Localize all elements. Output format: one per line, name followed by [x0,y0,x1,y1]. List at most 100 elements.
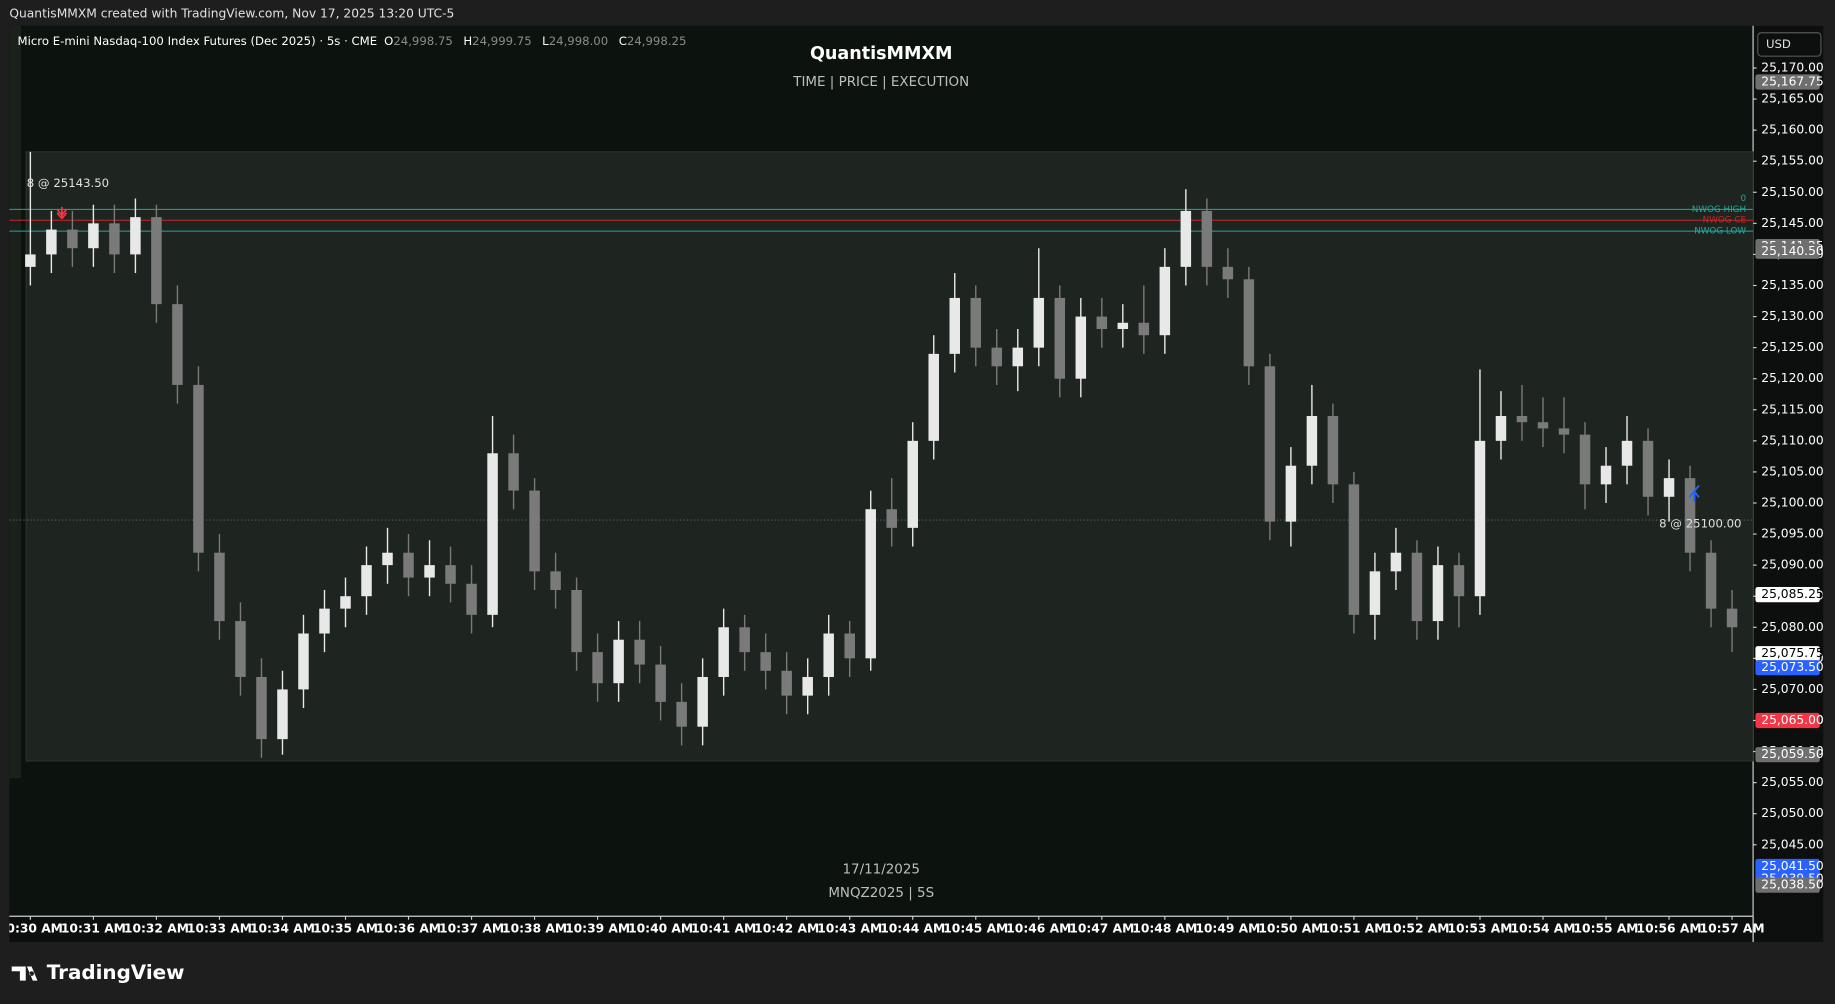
y-tick-label: 25,045.00 [1761,837,1823,851]
candle-body [1033,297,1045,348]
candle-body [1159,266,1171,336]
ohlc-value: 24,999.75 [472,33,531,47]
axis-mask-right [1753,917,1754,942]
candle-body [1684,478,1696,553]
candle-body [46,229,57,255]
y-tick-label: 25,095.00 [1761,527,1823,541]
x-tick-label: 10:37 AM [439,922,504,936]
candle-body [361,565,372,597]
candle-body [214,552,225,622]
price-label-box [1755,660,1820,676]
y-tick-label: 25,130.00 [1761,309,1823,323]
candle-body [1495,415,1507,441]
level-label: NWOG CE [1703,216,1746,226]
candle-body [109,223,120,255]
candle-body [592,652,603,684]
y-tick-label: 25,070.00 [1761,682,1823,696]
candle-body [1705,552,1717,609]
candle-body [340,596,351,609]
execution-arrow [56,206,68,220]
y-tick-label: 25,080.00 [1761,620,1823,634]
brand: TradingView [47,961,185,984]
price-axis [1753,25,1824,942]
candle-body [1285,465,1297,522]
y-tick-label: 25,165.00 [1761,92,1823,106]
x-tick-label: 10:34 AM [250,922,315,936]
y-tick-label: 25,050.00 [1761,806,1823,820]
candle-body [1411,552,1423,622]
date-label: 17/11/2025 [842,862,919,877]
price-label-box [1755,712,1820,729]
x-tick-label: 10:52 AM [1384,922,1449,936]
candle-body [1600,465,1612,485]
price-label-box [1755,587,1820,603]
candle-body [928,353,939,441]
axis-mask-left [0,917,10,942]
candle-body [1642,440,1654,497]
candle-body [550,571,561,590]
x-tick-label: 10:56 AM [1637,922,1702,936]
instrument-label: MNQZ2025 | 5S [828,886,934,901]
candle-body [445,565,456,584]
candle-body [655,664,666,702]
x-tick-label: 10:38 AM [502,922,567,936]
x-tick-label: 10:30 AM [0,922,63,936]
x-tick-label: 10:40 AM [628,922,693,936]
candle-body [1096,316,1108,329]
x-tick-label: 10:42 AM [754,922,819,936]
candle-body [1537,422,1549,429]
tradingview-logo [11,966,38,981]
candle-body [844,633,855,659]
candle-body [1726,608,1738,628]
y-tick-label: 25,090.00 [1761,558,1823,572]
x-tick-label: 10:55 AM [1574,922,1639,936]
price-label: 25,085.25 [1761,587,1823,601]
x-tick-label: 10:39 AM [565,922,630,936]
candle-body [1138,322,1150,336]
x-tick-label: 10:47 AM [1069,922,1134,936]
candle-body [1327,415,1339,485]
price-label-box [1755,646,1820,662]
y-tick-label: 25,160.00 [1761,123,1823,137]
y-tick-label: 25,120.00 [1761,371,1823,385]
candle-body [1516,415,1528,423]
price-label-box [1755,858,1820,875]
candle-body [1663,478,1675,497]
candle-body [67,229,78,249]
price-label: 25,059.50 [1761,747,1823,761]
candle-body [697,676,708,727]
ohlc-key: H [463,33,472,47]
execution-label: 8 @ 25100.00 [1659,517,1741,531]
candle-body [319,608,330,634]
candle-body [1474,440,1486,597]
price-label: 25,041.50 [1761,859,1823,873]
x-tick-label: 10:36 AM [376,922,441,936]
candle-body [130,217,141,255]
price-label-box [1755,74,1820,90]
candle-body [1558,428,1570,435]
y-tick-label: 25,105.00 [1761,464,1823,478]
candle-body [865,509,876,659]
price-label: 25,065.00 [1761,713,1823,727]
price-label-box [1755,243,1820,259]
left-box [9,25,22,779]
y-tick-label: 25,170.00 [1761,61,1823,75]
y-tick-label: 25,100.00 [1761,495,1823,509]
price-label: 25,073.50 [1761,660,1823,674]
candle-body [1222,266,1234,280]
candle-body [970,297,982,348]
y-tick-label: 25,055.00 [1761,775,1823,789]
currency-button[interactable] [1757,32,1822,57]
x-tick-label: 10:50 AM [1258,922,1323,936]
x-tick-label: 10:35 AM [313,922,378,936]
candle-body [802,676,813,696]
ohlc-value: 24,998.25 [627,33,686,47]
x-tick-label: 10:53 AM [1447,922,1512,936]
candle-body [613,639,624,684]
candle-body [1621,440,1633,466]
x-tick-label: 10:54 AM [1510,922,1575,936]
candle-body [907,440,918,528]
symbol-legend: Micro E-mini Nasdaq-100 Index Futures (D… [18,33,687,47]
ohlc-key: C [619,33,627,47]
